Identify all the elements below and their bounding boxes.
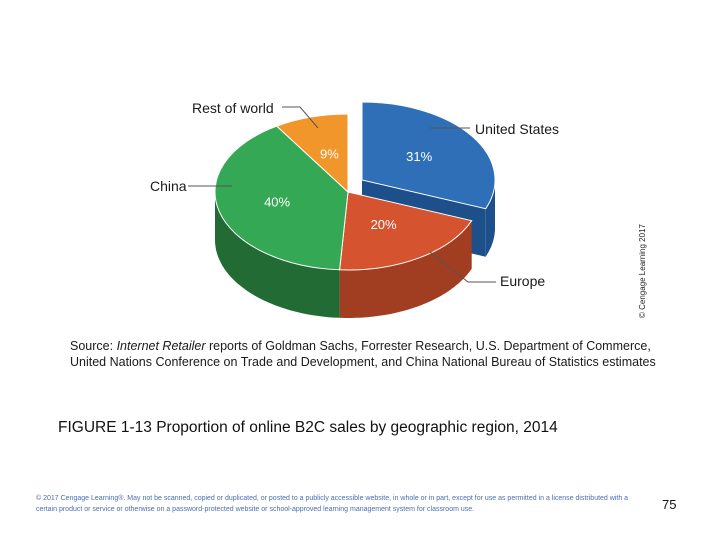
- slice-rest-of-world: [275, 113, 349, 194]
- callout-label-europe: Europe: [500, 273, 545, 289]
- slice-side-europe: [339, 220, 472, 318]
- data-label-china: 40%: [264, 195, 290, 210]
- callout-label-china: China: [150, 178, 187, 194]
- callout-label-rest-of-world: Rest of world: [192, 100, 274, 116]
- callout-line-rest-of-world: [282, 106, 319, 129]
- slice-side-china: [215, 192, 340, 318]
- slice-europe: [339, 191, 473, 271]
- slice-china: [214, 125, 349, 271]
- data-label-rest-of-world: 9%: [320, 147, 339, 162]
- data-label-united-states: 31%: [406, 149, 432, 164]
- figure-caption: FIGURE 1-13 Proportion of online B2C sal…: [58, 419, 558, 436]
- callout-line-europe: [429, 251, 496, 283]
- slice-united-states: [361, 101, 496, 210]
- page-number: 75: [662, 497, 677, 512]
- slice-side-united-states: [485, 181, 495, 257]
- callout-label-united-states: United States: [475, 121, 559, 137]
- source-note: Source: Internet Retailer reports of Gol…: [70, 339, 656, 369]
- copyright-footer: © 2017 Cengage Learning®. May not be sca…: [36, 495, 629, 513]
- data-label-europe: 20%: [371, 217, 397, 232]
